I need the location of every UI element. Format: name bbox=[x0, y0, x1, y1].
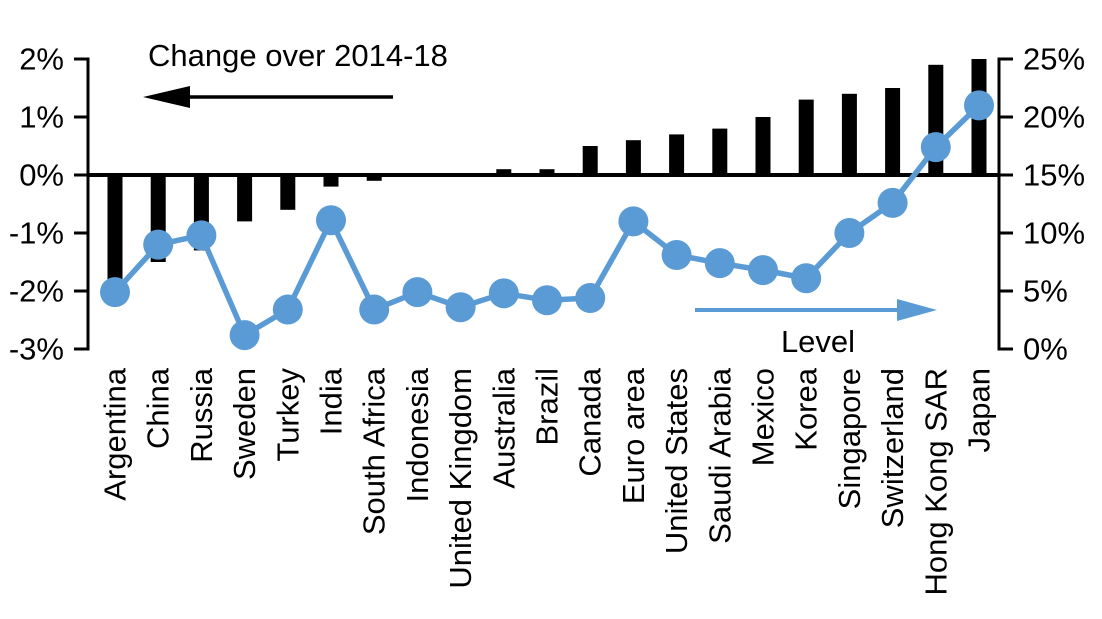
bar-mexico bbox=[755, 117, 771, 175]
line-series bbox=[100, 90, 994, 351]
bar-series bbox=[107, 59, 987, 280]
left-axis-tick-label: 0% bbox=[19, 158, 64, 193]
right-arrow-icon bbox=[695, 299, 937, 321]
x-label-saudi-arabia: Saudi Arabia bbox=[702, 367, 737, 544]
right-axis: 25% 20% 15% 10% 5% 0% bbox=[1023, 42, 1085, 367]
x-label-united-kingdom: United Kingdom bbox=[443, 368, 478, 589]
left-axis-tick-label: 2% bbox=[19, 42, 64, 77]
dot-saudi-arabia bbox=[704, 248, 735, 279]
bar-switzerland bbox=[885, 88, 901, 175]
x-label-mexico: Mexico bbox=[746, 368, 781, 466]
dot-india bbox=[316, 205, 346, 236]
line-series-annotation: Level bbox=[781, 324, 855, 359]
dot-united-kingdom bbox=[445, 292, 476, 323]
x-label-brazil: Brazil bbox=[530, 368, 565, 446]
dot-turkey bbox=[272, 294, 303, 325]
x-label-russia: Russia bbox=[184, 367, 219, 463]
right-axis-tick-label: 25% bbox=[1023, 42, 1085, 77]
x-label-singapore: Singapore bbox=[832, 368, 867, 509]
dot-singapore bbox=[834, 218, 865, 248]
x-label-euro-area: Euro area bbox=[616, 367, 651, 504]
x-label-sweden: Sweden bbox=[227, 368, 262, 480]
dot-hong-kong-sar bbox=[920, 132, 951, 163]
dot-brazil bbox=[532, 285, 562, 316]
x-label-japan: Japan bbox=[962, 368, 997, 452]
dot-mexico bbox=[748, 255, 778, 286]
dot-switzerland bbox=[877, 187, 908, 218]
right-axis-tick-label: 15% bbox=[1023, 158, 1085, 193]
bar-australia bbox=[496, 169, 512, 175]
bar-saudi-arabia bbox=[712, 128, 728, 175]
annotations: Change over 2014-18 Level bbox=[143, 38, 937, 359]
bar-euro-area bbox=[625, 140, 641, 175]
left-axis-tick-label: -2% bbox=[9, 274, 64, 309]
x-label-china: China bbox=[141, 367, 176, 449]
dot-indonesia bbox=[402, 277, 433, 308]
bar-korea bbox=[798, 99, 814, 175]
dot-canada bbox=[575, 282, 606, 313]
bar-argentina bbox=[107, 175, 123, 280]
x-label-switzerland: Switzerland bbox=[875, 368, 910, 528]
left-axis: 2% 1% 0% -1% -2% -3% bbox=[9, 42, 64, 367]
x-label-canada: Canada bbox=[573, 367, 608, 476]
right-axis-tick-label: 5% bbox=[1023, 274, 1068, 309]
x-label-united-states: United States bbox=[659, 368, 694, 554]
x-label-australia: Australia bbox=[486, 367, 521, 488]
bar-series-annotation: Change over 2014-18 bbox=[148, 38, 448, 73]
right-axis-tick-label: 10% bbox=[1023, 216, 1085, 251]
bar-sweden bbox=[237, 175, 253, 222]
left-axis-tick-label: -1% bbox=[9, 216, 64, 251]
right-axis-tick-label: 20% bbox=[1023, 100, 1085, 135]
x-axis-labels: Argentina China Russia Sweden Turkey India Sou… bbox=[98, 367, 997, 595]
bar-south-africa bbox=[366, 175, 382, 181]
right-axis-tick-label: 0% bbox=[1023, 332, 1068, 367]
x-label-argentina: Argentina bbox=[98, 367, 133, 500]
bar-united-states bbox=[669, 134, 685, 175]
dot-euro-area bbox=[618, 206, 649, 237]
dot-korea bbox=[791, 263, 822, 294]
dot-russia bbox=[186, 220, 217, 251]
bar-singapore bbox=[841, 93, 857, 175]
x-label-south-africa: South Africa bbox=[357, 367, 392, 535]
left-arrow-icon bbox=[143, 86, 393, 108]
left-axis-tick-label: -3% bbox=[9, 332, 64, 367]
bar-india bbox=[323, 175, 339, 187]
dot-japan bbox=[964, 90, 994, 121]
bar-canada bbox=[582, 146, 598, 175]
dot-argentina bbox=[100, 277, 130, 308]
left-axis-tick-label: 1% bbox=[19, 100, 64, 135]
x-label-india: India bbox=[314, 367, 349, 435]
x-label-turkey: Turkey bbox=[270, 368, 305, 462]
dot-china bbox=[143, 229, 174, 260]
dot-australia bbox=[488, 278, 519, 309]
x-label-indonesia: Indonesia bbox=[400, 367, 435, 502]
dot-united-states bbox=[661, 240, 692, 271]
dot-sweden bbox=[229, 320, 260, 351]
bar-brazil bbox=[539, 169, 555, 175]
x-label-korea: Korea bbox=[789, 367, 824, 450]
dot-south-africa bbox=[359, 294, 390, 325]
x-label-hong-kong-sar: Hong Kong SAR bbox=[918, 368, 953, 595]
bar-turkey bbox=[280, 175, 296, 210]
